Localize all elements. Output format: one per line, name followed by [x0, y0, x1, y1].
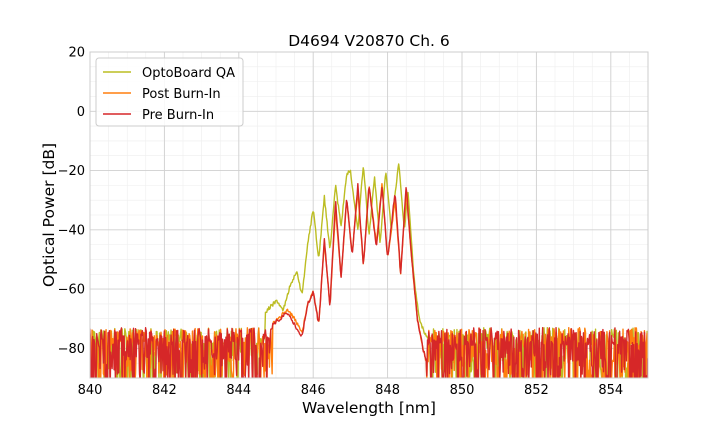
series-line-pre-burn-in [90, 182, 648, 378]
chart-title: D4694 V20870 Ch. 6 [288, 32, 450, 50]
y-axis-title: Optical Power [dB] [40, 143, 58, 287]
y-tick-label: 0 [77, 105, 85, 120]
y-tick-label: −60 [58, 283, 85, 298]
y-tick-label: −20 [58, 164, 85, 179]
x-tick-label: 840 [78, 383, 103, 398]
x-axis-title: Wavelength [nm] [302, 399, 436, 417]
x-tick-label: 844 [226, 383, 251, 398]
legend: OptoBoard QA Post Burn-In Pre Burn-In [95, 57, 244, 127]
x-tick-labels: 840 842 844 846 848 850 852 854 [78, 383, 624, 398]
y-tick-label: −80 [58, 342, 85, 357]
legend-label: Post Burn-In [142, 87, 221, 102]
series-layer [90, 163, 648, 378]
legend-label: OptoBoard QA [142, 66, 235, 81]
y-tick-label: −40 [58, 223, 85, 238]
legend-label: Pre Burn-In [142, 108, 214, 123]
x-tick-label: 854 [598, 383, 623, 398]
x-tick-label: 846 [301, 383, 326, 398]
x-tick-label: 852 [524, 383, 549, 398]
plot-frame [89, 51, 649, 379]
y-tick-label: 20 [68, 46, 85, 61]
y-tick-labels: 20 0 −20 −40 −60 −80 [58, 46, 85, 357]
legend-box [95, 57, 244, 127]
x-tick-label: 850 [450, 383, 475, 398]
x-tick-label: 848 [375, 383, 400, 398]
x-tick-label: 842 [152, 383, 177, 398]
